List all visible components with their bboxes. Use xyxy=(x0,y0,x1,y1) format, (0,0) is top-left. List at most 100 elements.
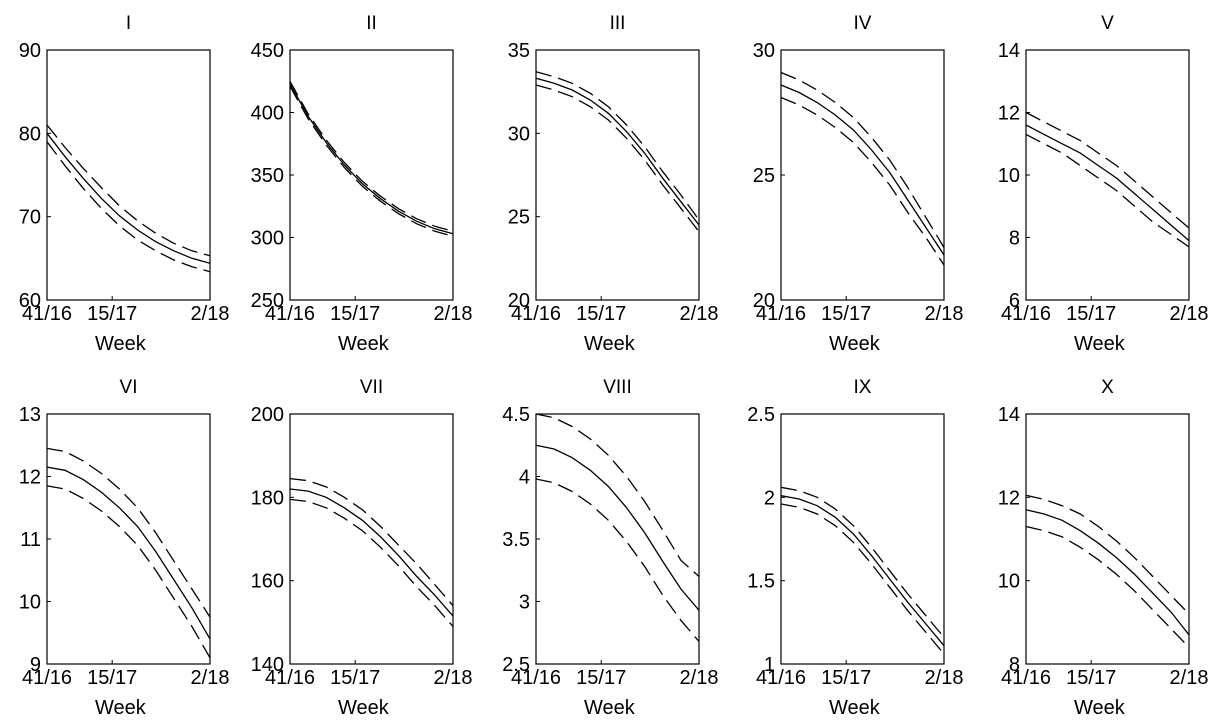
y-tick-label: 350 xyxy=(251,165,284,187)
x-tick-label: 15/17 xyxy=(821,667,871,689)
x-axis-label: Week xyxy=(584,697,636,719)
x-tick-label: 2/18 xyxy=(680,303,719,325)
x-tick-label: 2/18 xyxy=(925,303,964,325)
series-line-dashed xyxy=(780,486,945,638)
panel-title: II xyxy=(366,13,377,34)
x-tick-label: 2/18 xyxy=(191,303,230,325)
y-tick-label: 180 xyxy=(251,487,284,509)
y-tick-label: 14 xyxy=(998,40,1020,62)
x-tick-label: 15/17 xyxy=(1066,303,1116,325)
axes-frame xyxy=(535,49,700,301)
panel-7: VII 140 160 180 200 41/16 15/17 2/18 Week xyxy=(251,377,473,719)
y-tick-label: 80 xyxy=(19,123,41,145)
y-tick-label: 30 xyxy=(508,123,530,145)
series-line-solid xyxy=(1025,124,1190,242)
series-line-dashed xyxy=(1025,133,1190,248)
x-tick-label: 2/18 xyxy=(925,667,964,689)
axes-frame xyxy=(780,413,945,665)
x-tick-label: 41/16 xyxy=(265,667,315,689)
axes-frame xyxy=(1025,413,1190,665)
y-tick-label: 250 xyxy=(251,290,284,312)
series-line-solid xyxy=(46,466,211,640)
x-axis-label: Week xyxy=(338,333,390,355)
x-tick-label: 41/16 xyxy=(1001,667,1051,689)
y-tick-label: 6 xyxy=(1009,290,1020,312)
series-line-dashed xyxy=(289,80,454,232)
axes-frame xyxy=(289,413,454,665)
y-tick-label: 25 xyxy=(753,165,775,187)
series-line-dashed xyxy=(1025,111,1190,229)
x-tick-label: 41/16 xyxy=(22,303,72,325)
axes-frame xyxy=(1025,49,1190,301)
y-tick-label: 13 xyxy=(19,404,41,426)
series-line-dashed xyxy=(46,124,211,257)
x-tick-label: 41/16 xyxy=(511,303,561,325)
x-tick-label: 15/17 xyxy=(576,667,626,689)
series-line-dashed xyxy=(289,477,454,607)
panel-10: X 8 10 12 14 41/16 15/17 2/18 Week xyxy=(998,377,1209,719)
series-line-dashed xyxy=(1025,494,1190,615)
y-tick-label: 200 xyxy=(251,404,284,426)
x-tick-label: 41/16 xyxy=(511,667,561,689)
y-tick-label: 4 xyxy=(519,467,530,489)
y-tick-label: 1.5 xyxy=(747,571,775,593)
series-line-dashed xyxy=(535,478,700,642)
panel-5: V 6 8 10 12 14 41/16 15/17 2/18 Week xyxy=(998,13,1209,355)
panel-9: IX 1 1.5 2 2.5 41/16 15/17 2/18 Week xyxy=(747,377,963,719)
series-line-dashed xyxy=(535,413,700,577)
panel-title: VII xyxy=(360,377,383,398)
x-tick-label: 15/17 xyxy=(330,667,380,689)
y-tick-label: 3 xyxy=(519,592,530,614)
x-axis-label: Week xyxy=(95,697,147,719)
y-tick-label: 2.5 xyxy=(502,654,530,676)
panel-8: VIII 2.5 3 3.5 4 4.5 41/16 15/17 2/18 Week xyxy=(502,377,718,719)
axes-frame xyxy=(46,49,211,301)
x-tick-label: 2/18 xyxy=(434,667,473,689)
x-axis-label: Week xyxy=(95,333,147,355)
y-tick-label: 14 xyxy=(998,404,1020,426)
series-line-solid xyxy=(535,444,700,611)
x-axis-label: Week xyxy=(1074,697,1126,719)
y-tick-label: 140 xyxy=(251,654,284,676)
x-tick-label: 15/17 xyxy=(87,303,137,325)
x-tick-label: 15/17 xyxy=(330,303,380,325)
x-tick-label: 15/17 xyxy=(1066,667,1116,689)
series-line-dashed xyxy=(535,71,700,221)
y-tick-label: 60 xyxy=(19,290,41,312)
y-tick-label: 10 xyxy=(19,592,41,614)
x-axis-label: Week xyxy=(829,333,881,355)
y-tick-label: 11 xyxy=(20,529,41,551)
series-line-dashed xyxy=(780,503,945,655)
series-line-solid xyxy=(289,83,454,235)
y-tick-label: 3.5 xyxy=(502,529,530,551)
y-tick-label: 70 xyxy=(19,207,41,229)
x-tick-label: 2/18 xyxy=(1170,667,1209,689)
x-tick-label: 15/17 xyxy=(576,303,626,325)
x-tick-label: 41/16 xyxy=(756,303,806,325)
x-tick-label: 15/17 xyxy=(87,667,137,689)
y-tick-label: 12 xyxy=(998,103,1020,125)
x-tick-label: 2/18 xyxy=(191,667,230,689)
y-tick-label: 10 xyxy=(998,165,1020,187)
panel-title: VI xyxy=(120,377,138,398)
series-line-solid xyxy=(46,132,211,264)
y-tick-label: 300 xyxy=(251,228,284,250)
y-tick-label: 12 xyxy=(998,487,1020,509)
axes-frame xyxy=(289,49,454,301)
panel-title: IV xyxy=(854,13,872,34)
series-line-dashed xyxy=(289,498,454,627)
axes-frame xyxy=(46,413,211,665)
y-tick-label: 10 xyxy=(998,571,1020,593)
panel-title: I xyxy=(126,13,131,34)
x-axis-label: Week xyxy=(338,697,390,719)
x-tick-label: 2/18 xyxy=(434,303,473,325)
x-tick-label: 15/17 xyxy=(821,303,871,325)
y-tick-label: 450 xyxy=(251,40,284,62)
y-tick-label: 2 xyxy=(764,487,775,509)
y-tick-label: 12 xyxy=(19,467,41,489)
series-line-solid xyxy=(535,77,700,226)
y-tick-label: 9 xyxy=(30,654,41,676)
series-line-dashed xyxy=(289,85,454,237)
panel-title: X xyxy=(1101,377,1114,398)
